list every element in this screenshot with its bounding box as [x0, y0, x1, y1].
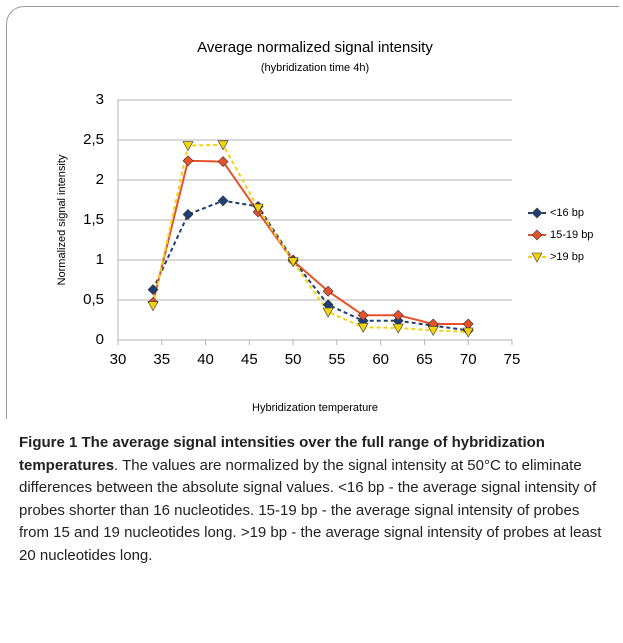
data-point: [182, 155, 194, 167]
legend-marker: [531, 229, 543, 241]
data-point: [322, 307, 334, 318]
figure-frame: [6, 6, 619, 419]
x-tick-label: 45: [241, 351, 258, 368]
x-tick-label: 50: [285, 351, 302, 368]
x-tick-label: 65: [416, 351, 433, 368]
data-point: [147, 284, 159, 296]
caption-text: . The values are normalized by the signa…: [19, 456, 602, 564]
x-tick-label: 60: [372, 351, 389, 368]
y-tick-label: 2: [96, 171, 104, 188]
y-tick-label: 1: [96, 251, 104, 268]
legend-marker: [531, 252, 543, 263]
data-point: [217, 195, 229, 207]
data-point: [427, 326, 439, 337]
y-tick-label: 0: [96, 331, 104, 348]
chart-title: Average normalized signal intensity: [197, 39, 433, 56]
x-tick-label: 75: [504, 351, 521, 368]
series-line: [152, 159, 469, 325]
legend-label: >19 bp: [550, 251, 584, 263]
y-tick-label: 2,5: [83, 131, 104, 148]
data-point: [252, 203, 264, 214]
data-point: [462, 327, 474, 338]
data-point: [322, 285, 334, 297]
legend-marker: [531, 207, 543, 219]
data-point: [462, 318, 474, 330]
data-point: [287, 257, 299, 268]
data-point: [392, 309, 404, 321]
series-line: [152, 199, 469, 332]
data-point: [357, 322, 369, 333]
x-tick-label: 55: [329, 351, 346, 368]
y-tick-label: 3: [96, 91, 104, 108]
chart: Average normalized signal intensity (hyb…: [56, 39, 594, 414]
data-point: [147, 301, 159, 312]
x-tick-label: 30: [110, 351, 127, 368]
caption-title: Figure 1 The average signal intensities …: [19, 434, 545, 474]
figure-caption: Figure 1 The average signal intensities …: [19, 432, 611, 567]
x-tick-label: 35: [153, 351, 170, 368]
chart-subtitle: (hybridization time 4h): [261, 62, 369, 74]
data-point: [357, 309, 369, 321]
data-point: [182, 141, 194, 152]
legend-label: 15-19 bp: [550, 229, 593, 241]
y-tick-label: 1,5: [83, 211, 104, 228]
x-tick-label: 40: [197, 351, 214, 368]
legend-label: <16 bp: [550, 207, 584, 219]
series-line: [152, 143, 469, 333]
x-tick-label: 70: [460, 351, 477, 368]
data-point: [182, 208, 194, 220]
data-point: [217, 140, 229, 151]
x-axis-label: Hybridization temperature: [252, 402, 378, 414]
data-point: [392, 323, 404, 334]
y-tick-label: 0,5: [83, 291, 104, 308]
y-axis-label: Normalized signal intensity: [56, 154, 68, 285]
data-point: [217, 156, 229, 168]
